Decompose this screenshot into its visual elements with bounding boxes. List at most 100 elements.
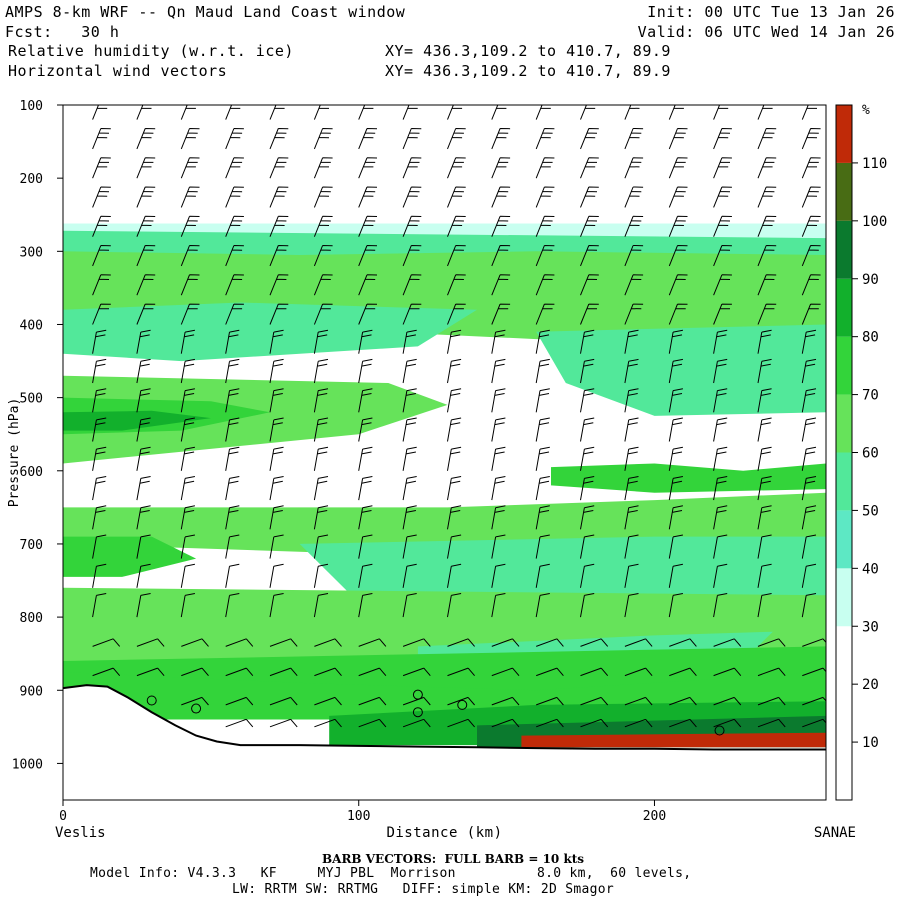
wind-barb <box>269 696 298 706</box>
colorbar-swatch <box>836 278 852 337</box>
wind-barb <box>180 215 200 237</box>
y-axis-label: Pressure (hPa) <box>7 398 22 508</box>
wind-barb <box>535 534 550 559</box>
wind-barb <box>402 105 418 120</box>
wind-barb <box>624 157 644 179</box>
wind-barb <box>801 105 818 120</box>
wind-barb <box>92 667 121 677</box>
wind-barb <box>624 388 639 413</box>
wind-barb <box>536 718 564 728</box>
wind-barb <box>757 128 777 150</box>
wind-barb <box>358 638 387 647</box>
wind-barb <box>358 446 373 471</box>
wind-barb <box>402 388 417 413</box>
colorbar-label: 70 <box>862 388 879 404</box>
wind-barb <box>491 329 506 354</box>
wind-barb <box>402 358 417 384</box>
wind-barb <box>757 388 772 413</box>
rh-region <box>551 463 826 493</box>
wind-barb <box>136 534 151 559</box>
wind-barb <box>358 667 387 677</box>
wind-barb <box>402 303 422 325</box>
wind-barb <box>624 638 653 647</box>
wind-barb <box>580 358 595 384</box>
wind-barb <box>358 303 378 325</box>
wind-barb <box>314 696 342 706</box>
wind-barb <box>180 245 200 267</box>
wind-barb <box>801 274 821 296</box>
wind-barb <box>313 446 329 471</box>
wind-barb <box>668 476 683 501</box>
wind-barb <box>269 245 289 267</box>
wind-barb <box>801 128 821 150</box>
wind-barb <box>447 157 466 179</box>
wind-barb <box>801 388 817 413</box>
wind-barb <box>491 563 506 588</box>
wind-barb <box>580 667 609 677</box>
wind-barb <box>92 563 107 588</box>
wind-barb <box>713 593 728 618</box>
wind-barb <box>92 186 111 208</box>
wind-barb <box>491 718 520 728</box>
wind-barb <box>180 186 200 208</box>
init-time: Init: 00 UTC Tue 13 Jan 26 <box>647 3 895 21</box>
wind-barb <box>624 105 640 120</box>
wind-barb <box>180 563 195 588</box>
wind-barb <box>491 215 511 237</box>
rh-region <box>63 375 448 464</box>
wind-barb <box>580 593 595 618</box>
wind-barb <box>180 534 195 559</box>
wind-barb <box>358 215 378 237</box>
y-tick-label: 300 <box>20 245 43 260</box>
wind-barb <box>668 563 683 588</box>
field-name-rh: Relative humidity (w.r.t. ice) <box>8 42 294 60</box>
wind-barb <box>580 446 595 471</box>
wind-barb <box>269 417 284 442</box>
forecast-hour: Fcst: 30 h <box>5 23 120 41</box>
wind-barb <box>580 417 595 442</box>
wind-barb <box>136 388 151 413</box>
wind-barb <box>181 696 209 706</box>
wind-barb <box>624 303 644 325</box>
wind-barb <box>624 696 653 706</box>
wind-barb <box>624 358 639 384</box>
colorbar-swatch <box>836 452 852 511</box>
wind-barb <box>313 534 329 559</box>
wind-barb <box>180 388 195 413</box>
wind-barb <box>668 303 688 325</box>
wind-barb <box>491 534 506 559</box>
wind-barb <box>668 274 688 296</box>
wind-barb <box>802 696 826 706</box>
wind-barb <box>313 186 333 208</box>
xy-range-2: XY= 436.3,109.2 to 410.7, 89.9 <box>385 62 671 80</box>
calm-wind-marker <box>457 699 468 710</box>
wind-barb <box>713 388 728 413</box>
calm-wind-marker <box>714 725 725 736</box>
colorbar-swatch <box>836 742 852 800</box>
wind-barb <box>225 245 244 267</box>
wind-barb <box>225 563 240 588</box>
model-info: Model Info: V4.3.3 KF MYJ PBL Morrison 8… <box>90 866 692 881</box>
wind-barb <box>668 358 683 384</box>
colorbar-label: 60 <box>862 446 879 462</box>
wind-barb <box>136 505 151 530</box>
wind-barb <box>136 329 151 354</box>
wind-barb <box>801 593 817 618</box>
wind-barb <box>668 388 683 413</box>
wind-barb <box>180 505 195 530</box>
wind-barb <box>447 593 462 618</box>
rh-region <box>63 302 477 362</box>
wind-barb <box>269 388 284 413</box>
wind-barb <box>313 245 333 267</box>
wind-barb <box>624 245 644 267</box>
y-tick-label: 900 <box>20 684 43 699</box>
wind-barb <box>802 638 826 647</box>
colorbar-swatch <box>836 105 852 163</box>
wind-barb <box>536 638 564 647</box>
wind-barb <box>225 446 240 471</box>
x-axis-label: Distance (km) <box>386 825 502 841</box>
wind-barb <box>447 417 462 442</box>
wind-barb <box>313 417 329 442</box>
wind-barb <box>668 593 683 618</box>
